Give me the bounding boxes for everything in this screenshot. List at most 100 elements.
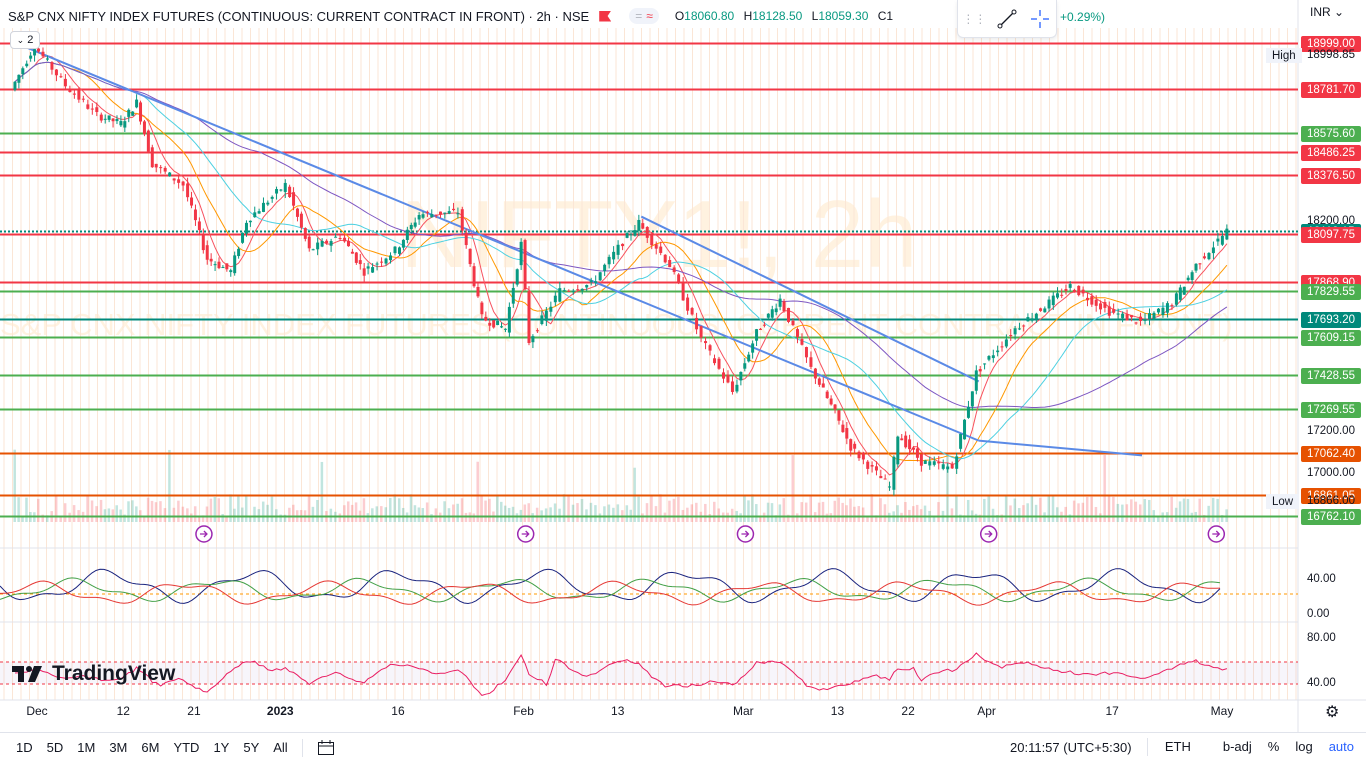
candle-body bbox=[713, 358, 717, 364]
goto-date-button[interactable] bbox=[301, 738, 335, 757]
volume-bar bbox=[13, 449, 16, 522]
volume-bar bbox=[154, 502, 158, 522]
drag-handle-icon[interactable]: ⋮⋮ bbox=[962, 11, 987, 26]
volume-bar bbox=[393, 494, 397, 522]
change-percent: +0.29%) bbox=[1060, 10, 1106, 24]
candle-body bbox=[1068, 284, 1072, 288]
crosshair-tool-icon[interactable] bbox=[1028, 7, 1052, 31]
candle-body bbox=[677, 274, 681, 284]
candle-body bbox=[1174, 293, 1178, 305]
candle-body bbox=[1134, 322, 1138, 324]
volume-bar bbox=[1081, 502, 1085, 522]
range-button-1d[interactable]: 1D bbox=[16, 740, 33, 755]
range-button-3m[interactable]: 3M bbox=[109, 740, 128, 755]
candle-body bbox=[1220, 235, 1224, 245]
range-button-5d[interactable]: 5D bbox=[46, 740, 64, 755]
candle-body bbox=[589, 280, 593, 283]
range-button-1m[interactable]: 1M bbox=[77, 740, 96, 755]
volume-bar bbox=[253, 506, 256, 522]
candle-body bbox=[17, 74, 21, 83]
x-tick: 13 bbox=[611, 704, 625, 718]
session-button[interactable]: ETH bbox=[1164, 739, 1191, 754]
log-scale-button[interactable]: log bbox=[1295, 739, 1313, 754]
volume-bar bbox=[567, 495, 570, 522]
range-button-6m[interactable]: 6M bbox=[141, 740, 160, 755]
percent-scale-button[interactable]: % bbox=[1267, 739, 1280, 754]
candle-body bbox=[813, 368, 817, 379]
volume-bar bbox=[983, 498, 986, 522]
candle-body bbox=[168, 172, 172, 177]
candle-body bbox=[908, 439, 912, 450]
candle-body bbox=[825, 391, 829, 398]
x-tick: 22 bbox=[901, 704, 915, 718]
price-level-tag[interactable]: 17428.55 bbox=[1301, 367, 1361, 384]
volume-bar bbox=[1130, 499, 1133, 522]
range-button-all[interactable]: All bbox=[273, 740, 288, 755]
volume-bar bbox=[1064, 506, 1067, 522]
volume-bar bbox=[366, 513, 370, 522]
range-button-ytd[interactable]: YTD bbox=[173, 740, 200, 755]
gear-icon[interactable]: ⚙ bbox=[1325, 704, 1340, 721]
rsi-pane bbox=[0, 652, 1298, 696]
legend-header: S&P CNX NIFTY INDEX FUTURES (CONTINUOUS:… bbox=[0, 0, 1300, 32]
price-level-tag[interactable]: 18575.60 bbox=[1301, 125, 1361, 142]
volume-bar bbox=[72, 505, 76, 522]
volume-bar bbox=[389, 497, 392, 522]
candle-body bbox=[371, 267, 375, 273]
candle-body bbox=[221, 267, 225, 269]
candle-body bbox=[177, 179, 181, 183]
candle-body bbox=[1152, 312, 1156, 320]
candle-body bbox=[233, 255, 237, 274]
price-chart[interactable] bbox=[0, 0, 1366, 732]
volume-bar bbox=[535, 507, 539, 522]
volume-bar bbox=[515, 513, 519, 522]
price-level-tag[interactable]: 17609.15 bbox=[1301, 329, 1361, 346]
trendline-tool-icon[interactable] bbox=[995, 7, 1019, 31]
candle-body bbox=[131, 111, 135, 116]
symbol-title[interactable]: S&P CNX NIFTY INDEX FUTURES (CONTINUOUS:… bbox=[8, 8, 590, 24]
candle-body bbox=[270, 196, 274, 199]
volume-bar bbox=[1112, 496, 1115, 522]
volume-bar bbox=[695, 502, 698, 522]
y-tick: 17000.00 bbox=[1307, 467, 1355, 479]
price-level-tag[interactable]: 17269.55 bbox=[1301, 401, 1361, 418]
price-level-tag[interactable]: 17829.55 bbox=[1301, 283, 1361, 300]
price-level-tag[interactable]: 18097.75 bbox=[1301, 226, 1361, 243]
clock-time[interactable]: 20:11:57 (UTC+5:30) bbox=[1010, 740, 1132, 755]
price-level-tag[interactable]: 18486.25 bbox=[1301, 144, 1361, 161]
volume-bar bbox=[523, 504, 527, 522]
price-level-tag[interactable]: 17693.20 bbox=[1301, 311, 1361, 328]
tradingview-logo[interactable]: TradingView bbox=[12, 662, 175, 686]
candle-body bbox=[492, 320, 496, 328]
price-level-tag[interactable]: 17062.40 bbox=[1301, 445, 1361, 462]
low-value: 18059.30 bbox=[818, 9, 869, 23]
currency-selector[interactable]: INR ⌄ bbox=[1310, 5, 1345, 19]
volume-bar bbox=[430, 514, 433, 522]
indicator-count-button[interactable]: ⌄ 2 bbox=[10, 31, 40, 49]
candle-body bbox=[892, 456, 896, 490]
range-button-5y[interactable]: 5Y bbox=[243, 740, 260, 755]
candle-body bbox=[1156, 308, 1160, 313]
price-level-tag[interactable]: 18781.70 bbox=[1301, 81, 1361, 98]
auto-scale-button[interactable]: auto bbox=[1328, 739, 1354, 754]
candle-body bbox=[519, 241, 523, 266]
range-button-1y[interactable]: 1Y bbox=[213, 740, 230, 755]
adjust-button[interactable]: b-adj bbox=[1222, 739, 1252, 754]
volume-bar bbox=[743, 495, 746, 522]
candle-body bbox=[115, 118, 119, 122]
volume-bar bbox=[229, 494, 232, 522]
compare-pill[interactable]: = ≈ bbox=[629, 8, 659, 24]
volume-bar bbox=[1143, 499, 1147, 522]
flag-icon[interactable] bbox=[599, 10, 612, 22]
price-level-tag[interactable]: 18999.00 bbox=[1301, 35, 1361, 52]
price-level-tag[interactable]: 16861.05 bbox=[1301, 487, 1361, 504]
volume-bar bbox=[1121, 504, 1124, 522]
volume-bar bbox=[996, 514, 999, 522]
candle-body bbox=[29, 55, 33, 59]
volume-bar bbox=[1085, 496, 1089, 522]
candle-body bbox=[500, 326, 504, 328]
price-level-tag[interactable]: 16762.10 bbox=[1301, 508, 1361, 525]
volume-bar bbox=[879, 498, 882, 522]
price-level-tag[interactable]: 18376.50 bbox=[1301, 167, 1361, 184]
volume-bar bbox=[1211, 497, 1215, 522]
